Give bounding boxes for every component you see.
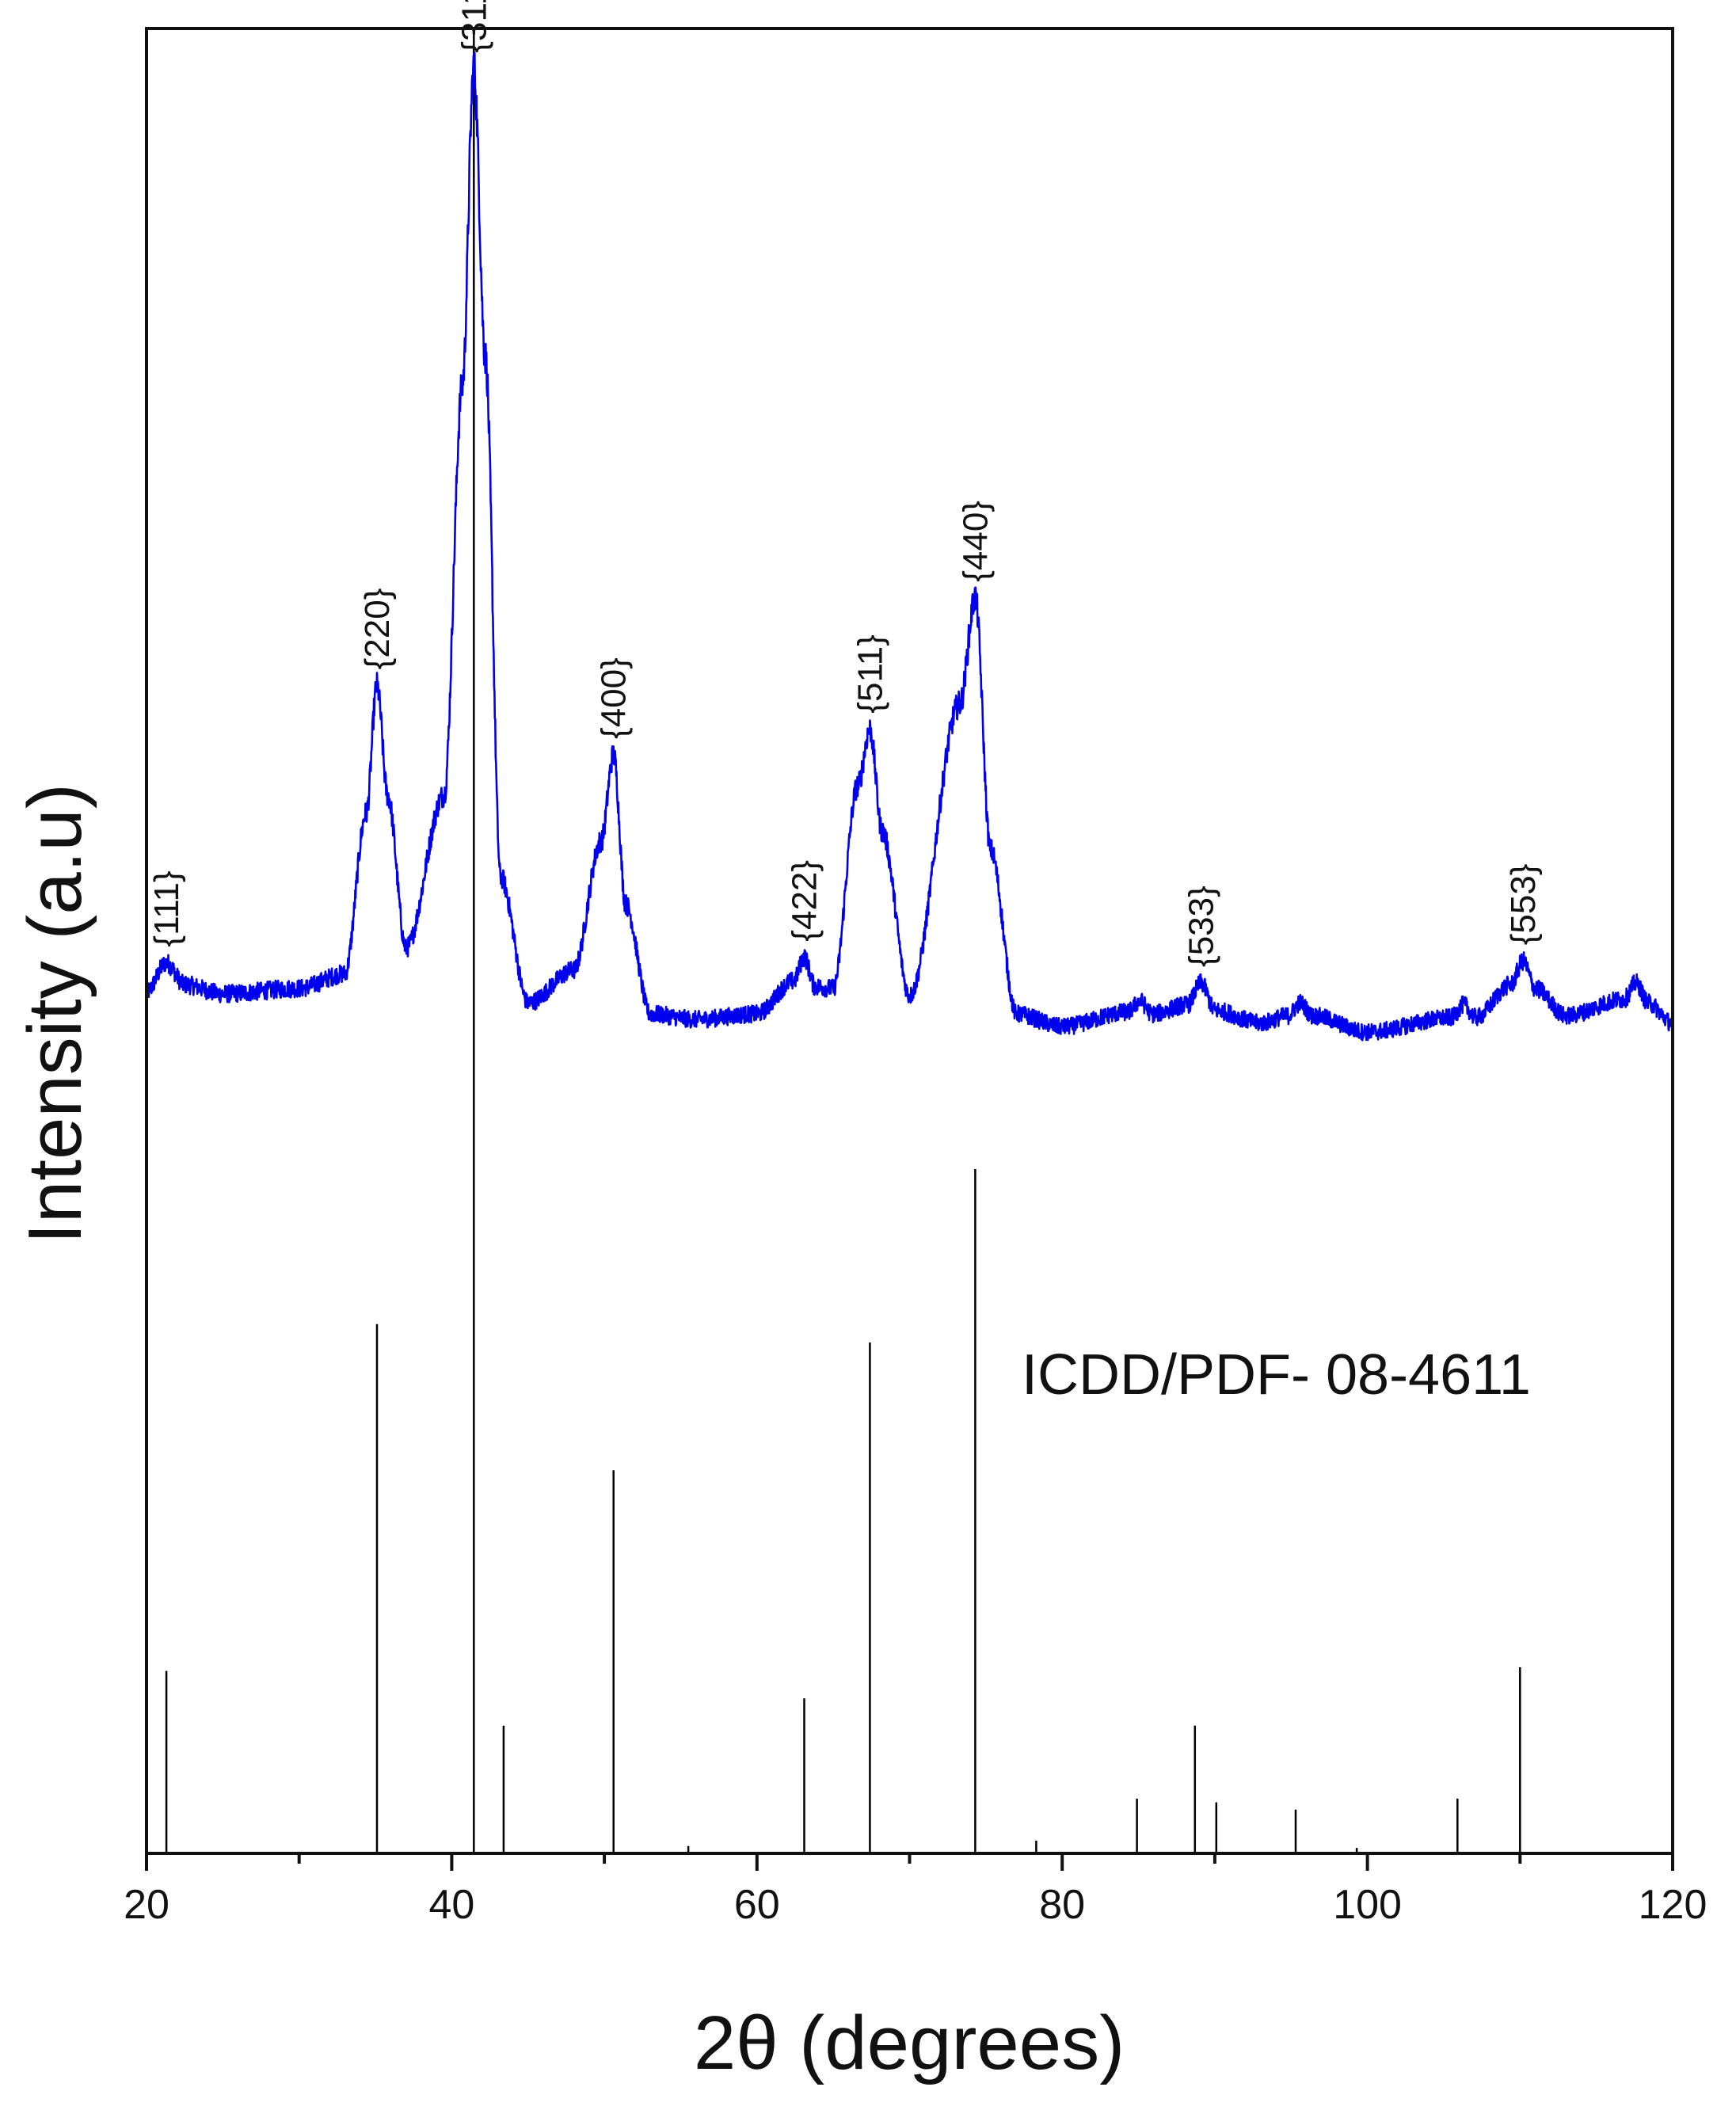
- x-tick-label: 40: [428, 1882, 474, 1928]
- peak-label: {440}: [956, 501, 995, 582]
- peak-label: {553}: [1504, 863, 1543, 945]
- x-tick-label: 60: [734, 1882, 780, 1928]
- x-tick-label: 20: [124, 1882, 169, 1928]
- peak-label: {400}: [595, 657, 634, 739]
- peak-label: {422}: [786, 860, 824, 942]
- x-tick-label: 100: [1333, 1882, 1402, 1928]
- peak-label: {511}: [851, 634, 889, 714]
- diffraction-line: [145, 51, 1674, 1042]
- peak-label: {220}: [358, 588, 397, 670]
- x-tick-label: 80: [1039, 1882, 1085, 1928]
- measured-pattern: [145, 51, 1674, 1042]
- x-axis-title: 2θ (degrees): [694, 2001, 1125, 2085]
- reference-pattern: [165, 29, 1521, 1853]
- x-tick-label: 120: [1639, 1882, 1707, 1928]
- reference-card-label: ICDD/PDF- 08-4611: [1022, 1343, 1531, 1407]
- plot-frame: [145, 27, 1674, 1855]
- peak-labels: {111} {220} {311} {400} {422} {511} {440} {533}…: [147, 0, 1543, 967]
- y-axis-title: Intensity (a.u): [13, 783, 97, 1244]
- peak-label: {311}: [455, 0, 493, 53]
- peak-label: {111}: [147, 870, 186, 946]
- x-axis-ticks: 20 40 60 80 100 120: [124, 1853, 1707, 1928]
- peak-label: {533}: [1182, 886, 1221, 967]
